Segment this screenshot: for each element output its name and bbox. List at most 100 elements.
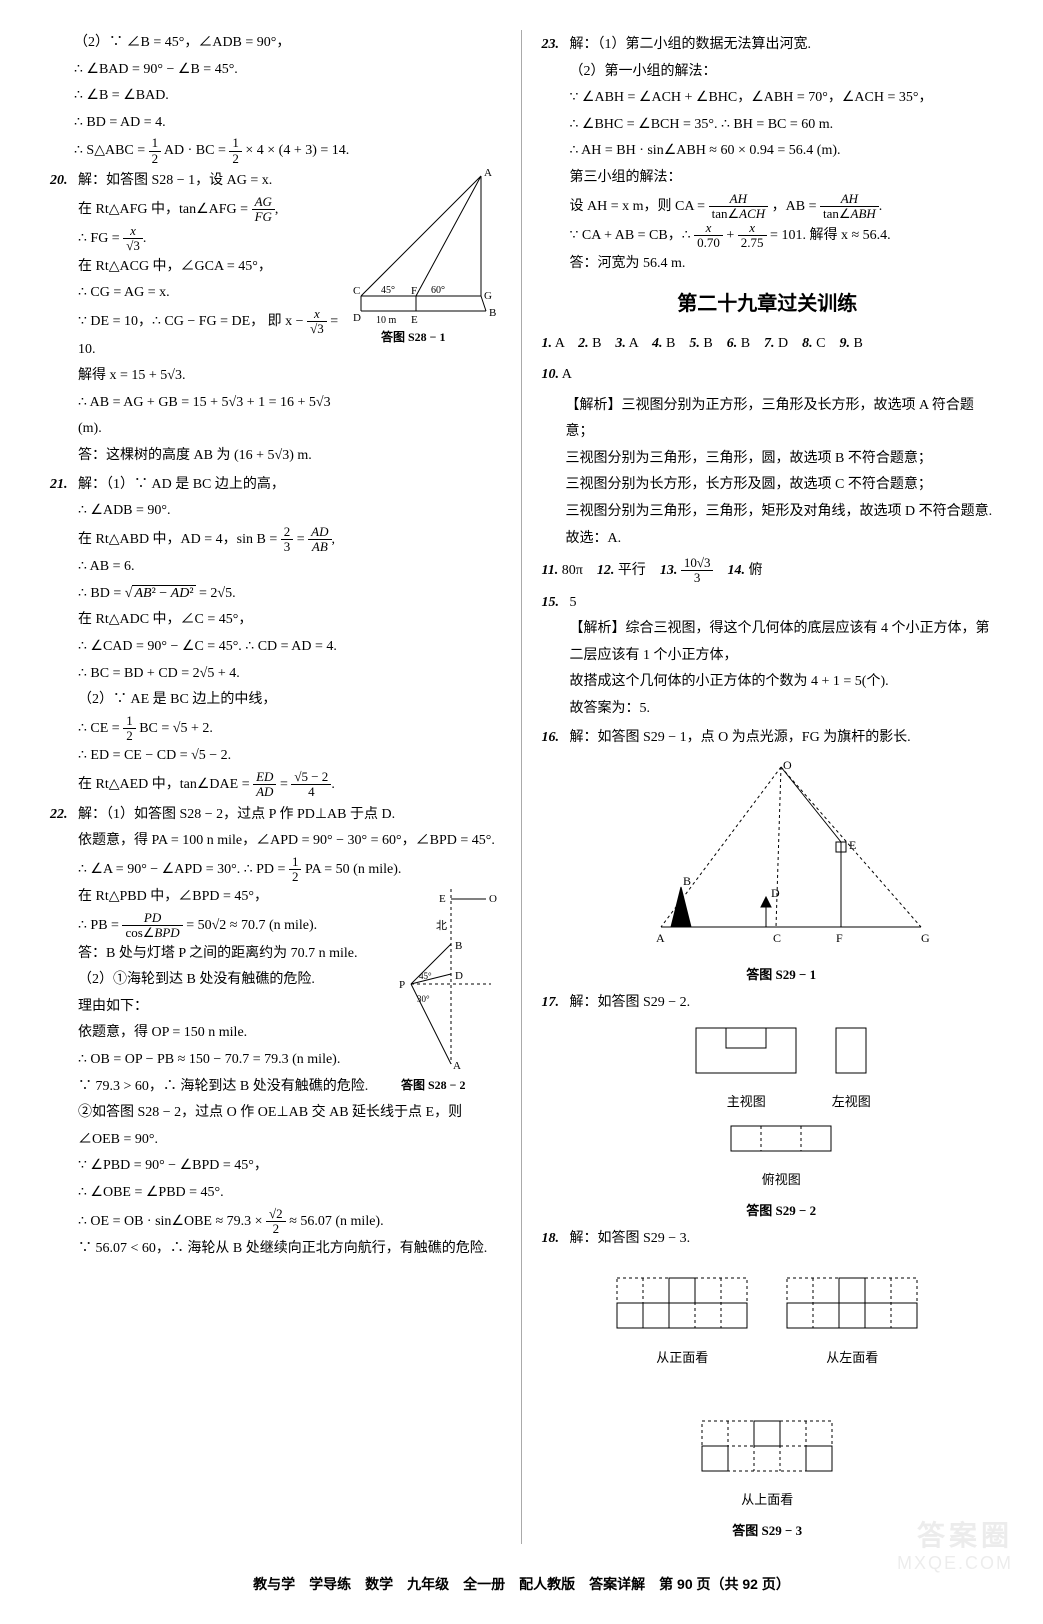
svg-text:30°: 30° (417, 994, 430, 1004)
answer-num: 7. (764, 336, 775, 351)
line: 第三小组的解法： (570, 165, 994, 192)
line: 解：如答图 S29 − 3. (570, 1226, 994, 1253)
svg-text:45°: 45° (381, 285, 395, 296)
answer-value: 俯 (748, 563, 762, 578)
svg-text:A: A (453, 1060, 461, 1072)
line: 解：（1）∵ AD 是 BC 边上的高， (78, 472, 501, 499)
line: （2）∵ AE 是 BC 边上的中线， (78, 687, 501, 714)
answer-num: 8. (802, 336, 813, 351)
chapter-title: 第二十九章过关训练 (542, 285, 994, 323)
answer-num: 5. (689, 336, 700, 351)
line: ∴ ∠BHC = ∠BCH = 35°. ∴ BH = BC = 60 m. (570, 112, 994, 139)
problem-16: 16. 解：如答图 S29 − 1，点 O 为点光源，FG 为旗杆的影长. (542, 725, 994, 988)
watermark-url: MXQE.COM (897, 1553, 1013, 1574)
line: ∴ ∠OBE = ∠PBD = 45°. (78, 1180, 501, 1207)
line: 【解析】综合三视图，得这个几何体的底层应该有 4 个小正方体，第二层应该有 1 … (570, 616, 994, 669)
answer-num: 3. (615, 336, 626, 351)
problem-10-explain: 【解析】三视图分别为正方形，三角形及长方形，故选项 A 符合题意； 三视图分别为… (542, 393, 994, 553)
answer-value: C (816, 336, 825, 351)
page-footer: 教与学 学导练 数学 九年级 全一册 配人教版 答案详解 第 90 页（共 92… (0, 1564, 1043, 1624)
answer-num: 4. (652, 336, 663, 351)
answer-value: A (629, 336, 638, 351)
line: 答：这棵树的高度 AB 为 (16 + 5√3) m. (78, 443, 345, 470)
svg-text:B: B (455, 940, 462, 952)
svg-text:F: F (411, 285, 417, 297)
line: ∴ OE = OB · sin∠OBE ≈ 79.3 × √22 ≈ 56.07… (78, 1207, 501, 1237)
svg-text:45°: 45° (419, 971, 432, 981)
line: ∴ ED = CE − CD = √5 − 2. (78, 743, 501, 770)
line: 解：（1）第二小组的数据无法算出河宽. (570, 32, 994, 59)
svg-text:C: C (773, 931, 781, 945)
svg-text:C: C (353, 285, 360, 297)
fig-caption: 答图 S29 − 2 (570, 1199, 994, 1224)
answer-value: B (854, 336, 863, 351)
svg-text:答图 S28 − 2: 答图 S28 − 2 (401, 1077, 466, 1092)
line: ∴ CE = 12 BC = √5 + 2. (78, 714, 501, 744)
answer-num: 6. (727, 336, 738, 351)
answer-num: 9. (840, 336, 851, 351)
left-column: （2）∵ ∠B = 45°，∠ADB = 90°， ∴ ∠BAD = 90° −… (40, 30, 522, 1544)
fig-caption: 答图 S29 − 1 (570, 963, 994, 988)
line: 三视图分别为长方形，长方形及圆，故选项 C 不符合题意； (566, 472, 994, 499)
line: ∴ S△ABC = 12 AD · BC = 12 × 4 × (4 + 3) … (74, 136, 501, 166)
problem-23: 23. 解：（1）第二小组的数据无法算出河宽. （2）第一小组的解法： ∵ ∠A… (542, 32, 994, 277)
right-column: 23. 解：（1）第二小组的数据无法算出河宽. （2）第一小组的解法： ∵ ∠A… (522, 30, 1004, 1544)
line: ∵ ∠PBD = 90° − ∠BPD = 45°， (78, 1153, 501, 1180)
line: 在 Rt△ADC 中，∠C = 45°， (78, 607, 501, 634)
line: 在 Rt△AED 中，tan∠DAE = EDAD = √5 − 24. (78, 770, 501, 800)
problem-18-views: 从正面看 从左面看 从上面看 (542, 1258, 994, 1513)
page: （2）∵ ∠B = 45°，∠ADB = 90°， ∴ ∠BAD = 90° −… (0, 0, 1043, 1564)
line: ∵ CA + AB = CB，∴ x0.70 + x2.75 = 101. 解得… (570, 221, 994, 251)
svg-text:B: B (683, 874, 691, 888)
line: （2）第一小组的解法： (570, 59, 994, 86)
line: 解：如答图 S29 − 2. (570, 990, 994, 1017)
line: ∴ ∠A = 90° − ∠APD = 30°. ∴ PD = 12 PA = … (78, 855, 501, 885)
svg-text:10 m: 10 m (376, 315, 397, 326)
line: 在 Rt△AFG 中，tan∠AFG = AGFG, (78, 195, 345, 225)
problem-22: 22. 解：（1）如答图 S28 − 2，过点 P 作 PD⊥AB 于点 D. … (50, 802, 501, 1263)
figure-s29-1: O A B C D E F G (621, 757, 941, 957)
answer-value: B (592, 336, 601, 351)
problem-20: 20. 解：如答图 S28 − 1，设 AG = x. 在 Rt△AFG 中，t… (50, 168, 345, 470)
svg-text:E: E (439, 893, 446, 905)
svg-text:F: F (836, 931, 843, 945)
answer-value: D (778, 336, 788, 351)
line: ∴ ∠ADB = 90°. (78, 498, 501, 525)
answer-row-3: 11. 80π 12. 平行 13. 10√33 14. 俯 (542, 556, 994, 586)
front-view: 从正面看 (612, 1258, 752, 1370)
figure-s28-2: O E B D P A 北 45° 30° 答图 S28 − 2 (391, 884, 501, 1094)
line: ∴ AB = 6. (78, 554, 501, 581)
svg-text:60°: 60° (431, 285, 445, 296)
answer-num: 2. (578, 336, 589, 351)
line: 解：如答图 S29 − 1，点 O 为点光源，FG 为旗杆的影长. (570, 725, 994, 752)
line: 解：如答图 S28 − 1，设 AG = x. (78, 168, 345, 195)
answer-num: 13. (660, 563, 678, 578)
answer-num: 12. (597, 563, 615, 578)
line: ∴ FG = x√3. (78, 224, 345, 254)
answer-row-1: 1. A 2. B 3. A 4. B 5. B 6. B 7. D 8. C … (542, 331, 994, 358)
svg-text:D: D (353, 312, 361, 324)
line: ∵ DE = 10，∴ CG − FG = DE， 即 x − x√3 = 10… (78, 307, 345, 363)
line: （2）∵ ∠B = 45°，∠ADB = 90°， (74, 30, 501, 57)
problem-19-continued: （2）∵ ∠B = 45°，∠ADB = 90°， ∴ ∠BAD = 90° −… (50, 30, 501, 166)
svg-text:P: P (399, 979, 405, 991)
line: ∵ 56.07 < 60，∴ 海轮从 B 处继续向正北方向航行，有触礁的危险. (78, 1236, 501, 1263)
svg-text:D: D (771, 886, 780, 900)
answer-value: A (555, 336, 564, 351)
line: 在 Rt△ABD 中，AD = 4，sin B = 23 = ADAB, (78, 525, 501, 555)
svg-text:北: 北 (436, 919, 447, 932)
line: ∴ BD = AD = 4. (74, 110, 501, 137)
line: 依题意，得 PA = 100 n mile，∠APD = 90° − 30° =… (78, 828, 501, 855)
line: 故答案为：5. (570, 696, 994, 723)
left-view: 从左面看 (782, 1258, 922, 1370)
svg-text:O: O (783, 758, 792, 772)
problem-15: 15. 5 【解析】综合三视图，得这个几何体的底层应该有 4 个小正方体，第二层… (542, 590, 994, 723)
line: 故选：A. (566, 526, 994, 553)
answer-value: B (703, 336, 712, 351)
line: ∴ AB = AG + GB = 15 + 5√3 + 1 = 16 + 5√3… (78, 390, 345, 443)
line: ∴ AH = BH · sin∠ABH ≈ 60 × 0.94 = 56.4 (… (570, 138, 994, 165)
answer-num: 1. (542, 336, 553, 351)
svg-text:E: E (411, 314, 418, 326)
svg-text:B: B (489, 307, 496, 319)
top-view: 从上面看 (697, 1401, 837, 1513)
